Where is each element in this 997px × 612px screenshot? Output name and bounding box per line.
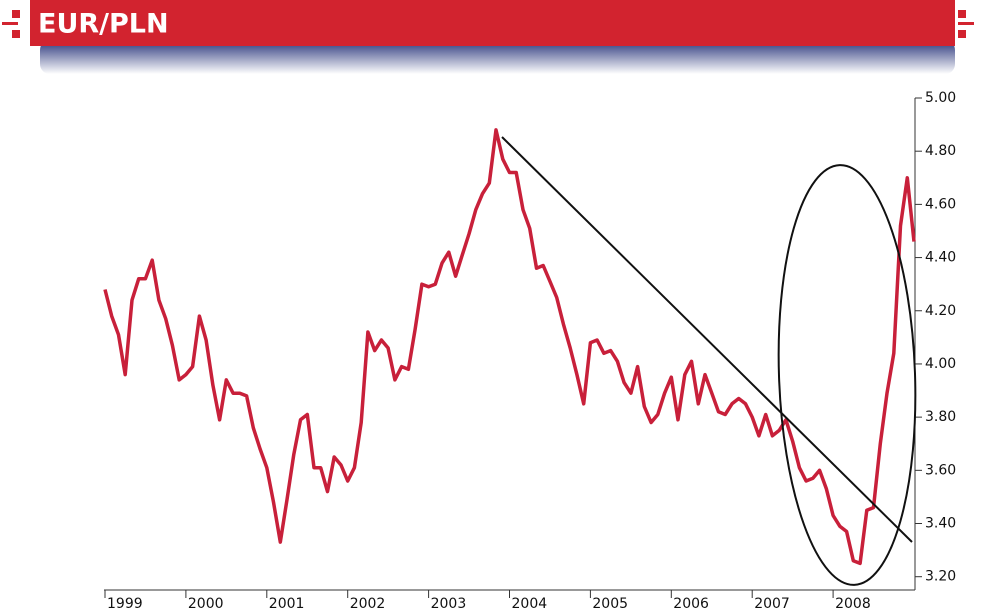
x-tick-label: 2000 [188, 596, 224, 612]
plot: 3.20 3.40 3.60 3.80 4.00 4.20 4.40 4.60 4.80 5.00… [103, 90, 956, 612]
x-tick-label: 2007 [754, 596, 790, 612]
x-tick-label: 2001 [269, 596, 305, 612]
highlight-ellipse [777, 164, 917, 586]
x-tick-label: 2002 [350, 596, 386, 612]
x-tick-label: 2004 [512, 596, 548, 612]
y-tick-label: 5.00 [925, 90, 956, 106]
y-tick-label: 4.60 [925, 196, 956, 212]
x-tick-label: 2006 [673, 596, 709, 612]
x-tick-label: 2003 [431, 596, 467, 612]
x-tick-label: 1999 [107, 596, 143, 612]
chart-title: EUR/PLN [38, 9, 169, 40]
y-tick-label: 3.20 [925, 569, 956, 585]
x-tick-label: 2008 [835, 596, 871, 612]
trend-line [501, 136, 913, 543]
y-tick-label: 4.00 [925, 356, 956, 372]
y-tick-label: 3.40 [925, 516, 956, 532]
data-line [103, 128, 916, 566]
y-tick-label: 4.80 [925, 143, 956, 159]
title-banner: EUR/PLN [0, 0, 974, 74]
y-tick-label: 4.20 [925, 303, 956, 319]
y-tick-label: 4.40 [925, 250, 956, 266]
y-tick-label: 3.60 [925, 462, 956, 478]
y-tick-label: 3.80 [925, 409, 956, 425]
x-tick-label: 2005 [592, 596, 628, 612]
